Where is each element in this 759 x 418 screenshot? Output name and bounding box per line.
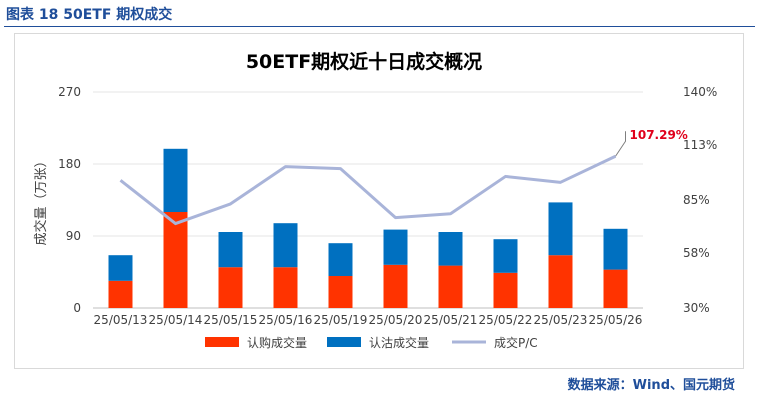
bars	[108, 148, 628, 308]
pc-line-layer: 107.29%	[119, 128, 688, 226]
x-tick-label: 25/05/19	[314, 313, 368, 327]
bar-call	[108, 280, 133, 308]
y-axis-right: 140% 113% 85% 58% 30%	[683, 85, 717, 315]
bar-call	[163, 212, 188, 308]
y-axis-label: 成交量（万张）	[33, 154, 49, 245]
x-tick-label: 25/05/22	[479, 313, 533, 327]
bar-put	[273, 223, 298, 268]
x-tick-label: 25/05/13	[94, 313, 148, 327]
bar-call	[493, 272, 518, 308]
legend-label: 认沽成交量	[369, 335, 429, 350]
bar-call	[438, 265, 463, 308]
y2-tick-label: 140%	[683, 85, 717, 99]
pc-volume-chart: 50ETF期权近十日成交概况 107.29% 270 180 90 0 140% 113…	[33, 50, 717, 350]
y2-tick-label: 30%	[683, 301, 710, 315]
x-tick-label: 25/05/23	[534, 313, 588, 327]
bar-put	[493, 239, 518, 273]
source-note: 数据来源：Wind、国元期货	[567, 378, 735, 393]
y-tick-label: 0	[73, 301, 81, 315]
bar-put	[603, 228, 628, 270]
caption-divider	[4, 26, 755, 27]
legend-swatch	[327, 337, 361, 347]
bar-call	[603, 269, 628, 308]
legend-swatch	[205, 337, 239, 347]
legend-label: 成交P/C	[494, 335, 538, 350]
pc-ratio-line	[119, 154, 617, 226]
bar-put	[438, 232, 463, 266]
bar-call	[548, 255, 573, 308]
bar-put	[108, 255, 133, 281]
y-tick-label: 270	[58, 85, 81, 99]
bar-call	[383, 264, 408, 308]
x-tick-label: 25/05/20	[369, 313, 423, 327]
x-axis: 25/05/13 25/05/14 25/05/15 25/05/16 25/05/19…	[94, 313, 643, 327]
y-tick-label: 180	[58, 157, 81, 171]
y-axis-left: 270 180 90 0	[58, 85, 81, 315]
x-tick-label: 25/05/26	[589, 313, 643, 327]
legend: 认购成交量 认沽成交量 成交P/C	[205, 335, 538, 350]
bar-put	[218, 232, 243, 268]
chart-title: 50ETF期权近十日成交概况	[246, 50, 482, 73]
bar-put	[548, 202, 573, 256]
y2-tick-label: 113%	[683, 138, 717, 152]
bar-put	[383, 229, 408, 265]
chart-frame: 50ETF期权近十日成交概况 107.29% 270 180 90 0 140% 113…	[14, 33, 744, 369]
y2-tick-label: 58%	[683, 246, 710, 260]
bar-call	[273, 267, 298, 308]
y2-tick-label: 85%	[683, 193, 710, 207]
y-tick-label: 90	[66, 229, 81, 243]
legend-label: 认购成交量	[247, 335, 307, 350]
annotation-leader	[615, 131, 626, 157]
x-tick-label: 25/05/15	[204, 313, 258, 327]
figure-caption: 图表 18 50ETF 期权成交	[6, 7, 173, 23]
x-tick-label: 25/05/21	[424, 313, 478, 327]
bar-call	[218, 267, 243, 308]
bar-call	[328, 276, 353, 308]
bar-put	[163, 148, 188, 212]
x-tick-label: 25/05/14	[149, 313, 203, 327]
annotation-label: 107.29%	[630, 128, 688, 142]
x-tick-label: 25/05/16	[259, 313, 313, 327]
bar-put	[328, 243, 353, 276]
